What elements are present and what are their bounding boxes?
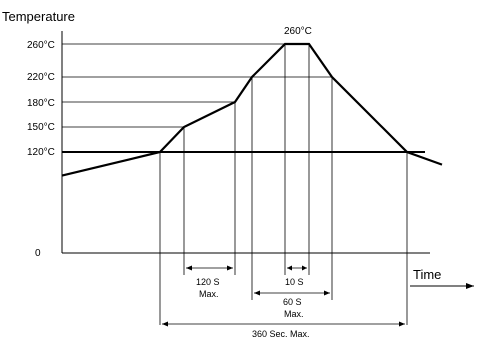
y-tick-label-260: 260°C <box>27 40 55 51</box>
y-tick-label-220: 220°C <box>27 72 55 83</box>
dimension-10s <box>287 265 307 271</box>
annotation-120s-line2: Max. <box>199 289 219 299</box>
y-tick-label-150: 150°C <box>27 122 55 133</box>
temperature-profile-line <box>61 42 443 177</box>
dimension-120s <box>186 265 233 271</box>
time-arrow-head <box>466 283 474 289</box>
y-tick-label-0: 0 <box>35 248 41 259</box>
dimension-60s <box>254 290 330 296</box>
dimension-360s <box>162 321 405 327</box>
x-axis-title: Time <box>413 267 441 282</box>
annotation-10s-line1: 10 S <box>285 277 304 287</box>
annotation-60s-line1: 60 S <box>283 297 302 307</box>
y-axis-title: Temperature <box>2 9 75 24</box>
annotation-60s-line2: Max. <box>284 309 304 319</box>
y-tick-label-180: 180°C <box>27 98 55 109</box>
annotation-120s-line1: 120 S <box>196 277 220 287</box>
annotation-360s-line1: 360 Sec. Max. <box>252 329 310 339</box>
peak-label: 260°C <box>284 26 312 37</box>
y-tick-label-120: 120°C <box>27 147 55 158</box>
